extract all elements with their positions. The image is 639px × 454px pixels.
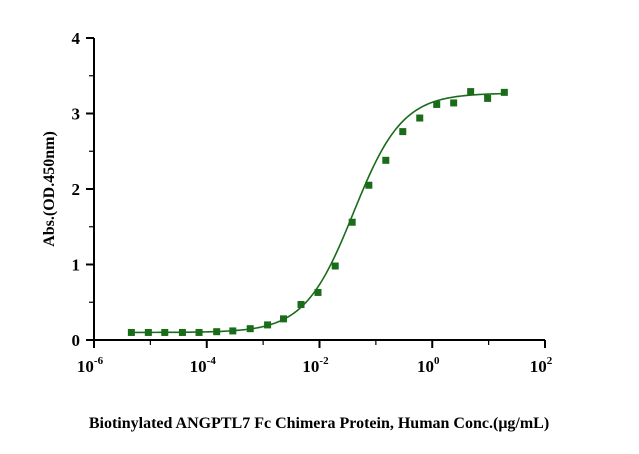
data-point [331,262,339,270]
data-point [127,328,135,336]
data-point [467,88,475,96]
data-point [195,328,203,336]
data-point [433,100,441,108]
data-point [365,181,373,189]
data-point [161,328,169,336]
y-tick-label: 4 [72,29,81,48]
y-tick-label: 1 [72,256,81,275]
y-tick-label: 2 [72,180,81,199]
x-tick-label: 10-4 [190,355,217,376]
data-point [229,327,237,335]
x-ticks: 10-6 10-4 10-2 100 102 [77,340,553,376]
fit-curve [131,92,505,334]
data-point [382,156,390,164]
data-point [297,301,305,309]
y-ticks: 0 1 2 3 4 [72,29,94,350]
data-point [416,114,424,122]
data-point [484,94,492,102]
data-point [246,325,254,333]
data-point [213,328,221,336]
x-tick-label: 10-6 [77,355,104,376]
x-tick-label: 100 [417,355,440,376]
data-point [348,218,356,226]
data-point [280,315,288,323]
y-axis-title: Abs.(OD.450nm) [41,131,58,247]
x-tick-label: 102 [530,355,553,376]
data-point [144,328,152,336]
data-point [178,328,186,336]
y-tick-label: 3 [72,105,81,124]
data-point [314,288,322,296]
data-point [500,88,508,96]
data-point [450,99,458,107]
x-axis-title: Biotinylated ANGPTL7 Fc Chimera Protein,… [89,415,549,432]
y-tick-label: 0 [72,331,81,350]
data-point [399,128,407,136]
x-tick-label: 10-2 [302,355,329,376]
data-points [127,88,508,336]
data-point [264,321,272,329]
